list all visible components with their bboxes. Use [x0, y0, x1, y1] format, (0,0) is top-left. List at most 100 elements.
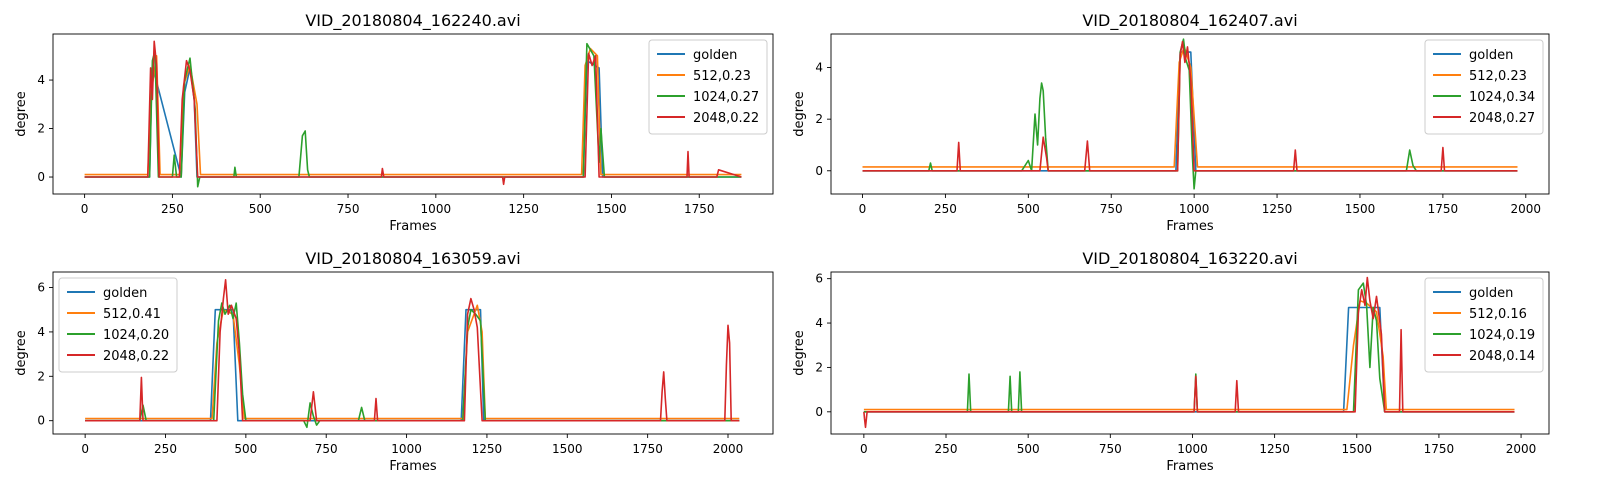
- x-tick-label: 500: [249, 202, 272, 216]
- x-tick-label: 1250: [472, 442, 503, 456]
- y-tick-label: 4: [37, 325, 45, 339]
- series-line-2: [85, 304, 740, 420]
- legend-label: 512,0.16: [1469, 307, 1527, 322]
- x-tick-label: 500: [234, 442, 257, 456]
- legend-label: 1024,0.34: [1469, 90, 1535, 105]
- x-tick-label: 0: [81, 202, 89, 216]
- x-axis-label: Frames: [1166, 219, 1214, 234]
- legend-label: 2048,0.22: [693, 111, 759, 126]
- x-tick-label: 1000: [391, 442, 422, 456]
- x-tick-label: 250: [935, 442, 958, 456]
- x-tick-label: 1500: [552, 442, 583, 456]
- series-group: [862, 38, 1518, 190]
- y-tick-label: 4: [815, 316, 823, 330]
- x-tick-label: 1250: [1259, 442, 1290, 456]
- x-tick-label: 750: [315, 442, 338, 456]
- x-tick-label: 1250: [1262, 202, 1293, 216]
- x-tick-label: 1750: [1424, 442, 1455, 456]
- x-tick-label: 250: [934, 202, 957, 216]
- legend-label: golden: [693, 48, 737, 63]
- chart-panel-4: 0 250 500 750 1000 1250 1500 1750 2000 0 2 4 6 VID_20…: [792, 249, 1550, 474]
- legend-label: 2048,0.22: [103, 349, 169, 364]
- x-tick-label: 1500: [1345, 202, 1376, 216]
- series-line-1: [863, 306, 1515, 413]
- x-tick-label: 1000: [421, 202, 452, 216]
- series-line-3: [84, 42, 742, 188]
- y-tick-label: 2: [37, 369, 45, 383]
- y-tick-label: 6: [815, 272, 823, 286]
- x-tick-label: 1500: [1341, 442, 1372, 456]
- legend-label: 2048,0.27: [1469, 111, 1535, 126]
- series-group: [84, 40, 742, 188]
- legend-box: [648, 39, 768, 135]
- series-line-1: [85, 308, 740, 422]
- axes-frame: [830, 271, 1550, 435]
- legend: golden 512,0.16 1024,0.19 2048,0.14: [1424, 277, 1544, 373]
- x-tick-label: 500: [1017, 202, 1040, 216]
- legend-label: golden: [1469, 48, 1513, 63]
- y-tick-label: 0: [815, 164, 823, 178]
- x-tick-label: 0: [81, 442, 89, 456]
- x-axis-label: Frames: [389, 459, 437, 474]
- series-line-3: [85, 302, 740, 429]
- axes-frame: [52, 271, 774, 435]
- x-tick-label: 1750: [684, 202, 715, 216]
- x-tick-label: 1750: [632, 442, 663, 456]
- x-tick-label: 2000: [713, 442, 744, 456]
- x-tick-label: 2000: [1511, 202, 1542, 216]
- legend-label: golden: [1469, 286, 1513, 301]
- legend-label: 2048,0.14: [1469, 349, 1535, 364]
- legend-box: [58, 277, 178, 373]
- chart-title: VID_20180804_162240.avi: [305, 11, 520, 31]
- y-tick-label: 0: [37, 414, 45, 428]
- y-tick-label: 2: [815, 112, 823, 126]
- y-tick-label: 2: [37, 122, 45, 136]
- legend-box: [1424, 277, 1544, 373]
- x-tick-label: 1000: [1179, 202, 1210, 216]
- legend-label: 1024,0.27: [693, 90, 759, 105]
- chart-panel-3: 0 250 500 750 1000 1250 1500 1750 2000 0 2 4 6 VID_20…: [14, 249, 774, 474]
- chart-title: VID_20180804_162407.avi: [1082, 11, 1297, 31]
- series-group: [863, 276, 1515, 429]
- x-tick-label: 250: [161, 202, 184, 216]
- x-tick-label: 250: [154, 442, 177, 456]
- chart-panel-1: 0 250 500 750 1000 1250 1500 1750 0 2 4 VID_2018080…: [14, 11, 774, 234]
- x-tick-label: 500: [1017, 442, 1040, 456]
- x-tick-label: 750: [1099, 442, 1122, 456]
- y-axis-label: degree: [14, 91, 29, 137]
- axes-frame: [830, 33, 1550, 195]
- legend-label: 512,0.23: [693, 69, 751, 84]
- legend-box: [1424, 39, 1544, 135]
- legend: golden 512,0.23 1024,0.34 2048,0.27: [1424, 39, 1544, 135]
- y-tick-label: 0: [37, 170, 45, 184]
- y-tick-label: 4: [37, 73, 45, 87]
- series-line-4: [85, 278, 740, 422]
- series-line-4: [863, 276, 1515, 429]
- x-tick-label: 1500: [596, 202, 627, 216]
- series-line-4: [84, 40, 742, 186]
- axes-frame: [52, 33, 774, 195]
- x-axis-label: Frames: [1166, 459, 1214, 474]
- chart-title: VID_20180804_163059.avi: [305, 249, 520, 269]
- y-axis-label: degree: [792, 91, 807, 137]
- chart-title: VID_20180804_163220.avi: [1082, 249, 1297, 269]
- series-line-4: [862, 40, 1518, 172]
- x-tick-label: 1750: [1428, 202, 1459, 216]
- x-tick-label: 1250: [508, 202, 539, 216]
- y-tick-label: 4: [815, 61, 823, 75]
- legend-label: 1024,0.19: [1469, 328, 1535, 343]
- y-tick-label: 0: [815, 405, 823, 419]
- x-tick-label: 750: [337, 202, 360, 216]
- x-tick-label: 0: [859, 202, 867, 216]
- x-tick-label: 0: [860, 442, 868, 456]
- x-tick-label: 2000: [1506, 442, 1537, 456]
- legend: golden 512,0.23 1024,0.27 2048,0.22: [648, 39, 768, 135]
- legend: golden 512,0.41 1024,0.20 2048,0.22: [58, 277, 178, 373]
- legend-label: golden: [103, 286, 147, 301]
- legend-label: 512,0.23: [1469, 69, 1527, 84]
- x-axis-label: Frames: [389, 219, 437, 234]
- legend-label: 512,0.41: [103, 307, 161, 322]
- chart-panel-2: 0 250 500 750 1000 1250 1500 1750 2000 0 2 4 VID_201…: [792, 11, 1550, 234]
- y-axis-label: degree: [14, 330, 29, 376]
